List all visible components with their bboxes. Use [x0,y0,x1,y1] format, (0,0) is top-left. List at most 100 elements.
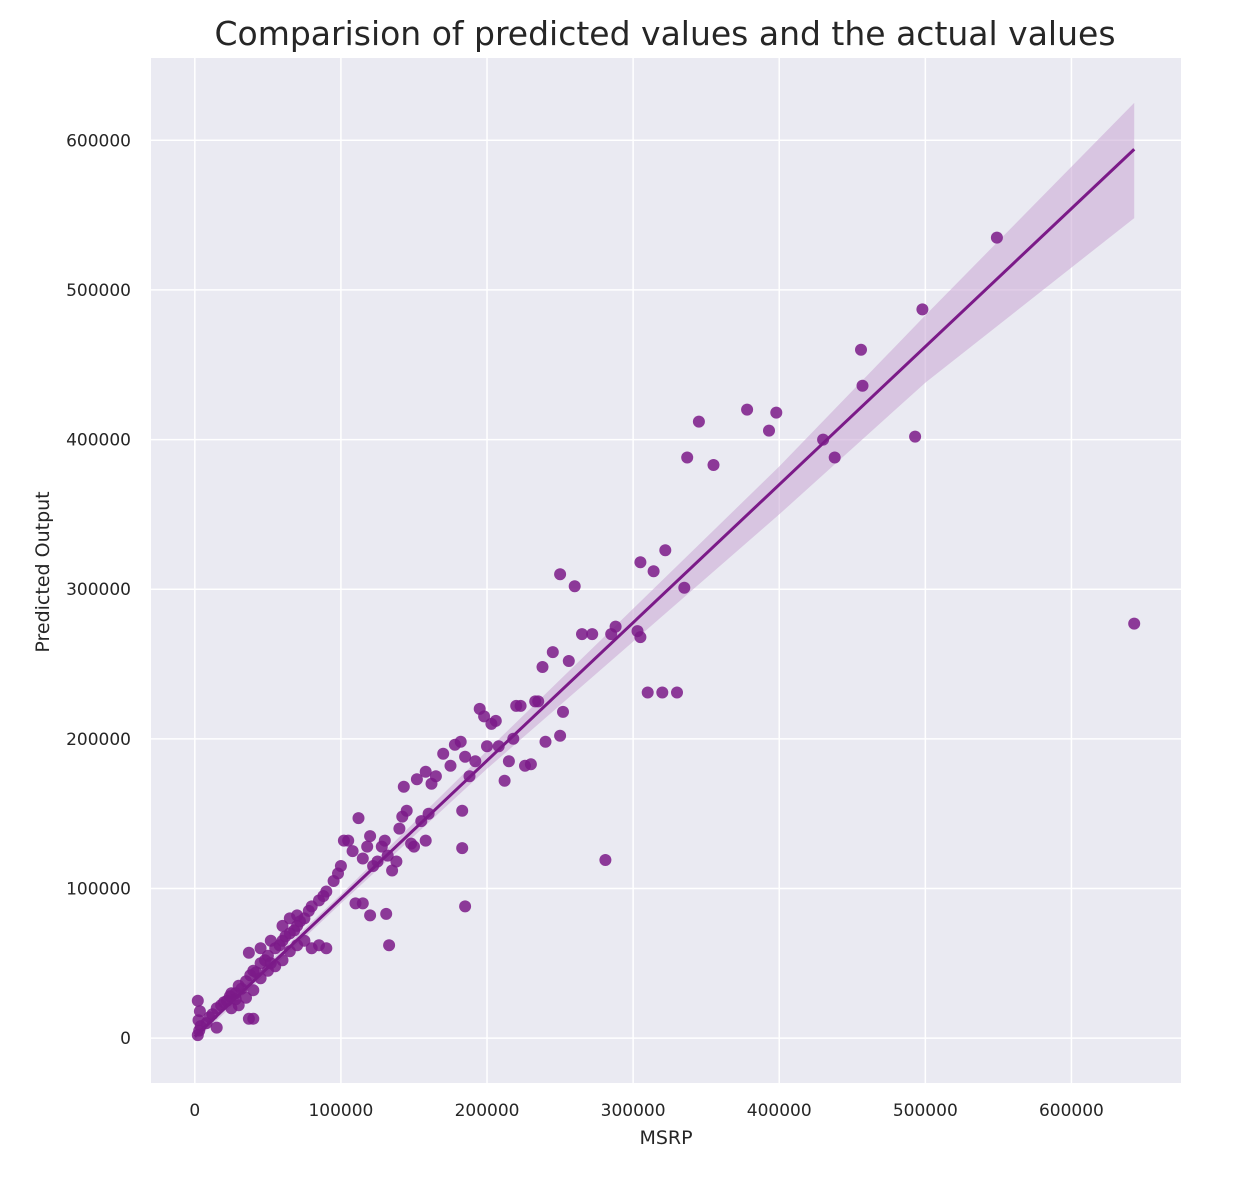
data-point [410,773,423,786]
data-point [390,855,403,868]
data-point [456,804,469,817]
regression-line-path [193,148,1136,1038]
data-point [656,686,669,699]
data-point [692,415,705,428]
y-tick-label: 600000 [66,131,131,151]
data-point [502,755,515,768]
data-point [429,770,442,783]
data-point [400,804,413,817]
data-point [240,991,252,1004]
data-point [191,994,204,1007]
data-point [356,897,369,910]
data-point [546,646,559,659]
x-tick-label: 400000 [747,1101,812,1121]
data-point [254,942,267,955]
data-point [397,780,410,793]
x-tick-label: 200000 [455,1101,520,1121]
data-point [408,840,420,853]
y-tick-label: 100000 [66,879,131,899]
data-point [659,544,672,557]
data-point [576,628,588,641]
data-point [671,686,683,699]
data-point [557,705,569,718]
data-point [342,834,355,847]
data-point [478,710,491,723]
x-tick-label: 300000 [601,1101,666,1121]
data-point [320,885,333,898]
chart-title: Comparision of predicted values and the … [214,14,1115,53]
data-point [264,934,277,947]
data-point [498,774,511,787]
data-point [678,581,691,594]
data-point [524,758,537,771]
x-tick-labels: 0 100000 200000 300000 400000 500000 600000 [189,1101,1103,1121]
data-point [444,759,457,772]
data-point [507,732,520,745]
data-point [770,406,783,419]
data-point [634,556,647,569]
data-point [371,855,384,868]
data-point [707,459,720,471]
data-point [459,900,472,913]
y-tick-label: 200000 [66,730,131,750]
regression-line [193,148,1136,1038]
data-point [386,864,399,877]
data-point [210,1021,223,1034]
x-tick-label: 100000 [308,1101,373,1121]
data-point [568,580,581,593]
data-point [247,1012,260,1025]
data-point [609,620,622,633]
data-point [647,565,660,578]
data-point [393,822,406,835]
data-point [346,845,359,858]
data-point [247,984,260,997]
data-point [291,909,304,922]
data-point [855,343,867,356]
data-point [352,812,365,825]
data-point [828,451,841,464]
data-point [514,699,527,712]
data-point [437,747,450,760]
data-point [383,939,396,952]
data-point [364,909,377,922]
x-tick-label: 0 [189,1101,200,1121]
data-point [990,231,1003,244]
data-point [599,854,612,866]
data-point [532,695,545,708]
data-point [554,568,567,581]
y-tick-label: 0 [120,1029,131,1049]
data-point [419,834,432,847]
data-point [481,740,493,753]
data-point [454,735,467,748]
data-point [554,729,567,742]
data-point [361,840,374,853]
data-point [539,735,552,748]
x-tick-label: 500000 [893,1101,958,1121]
data-point [562,655,575,667]
data-point [741,403,754,416]
data-point [634,631,647,644]
data-point [334,860,347,872]
data-point [378,834,391,847]
data-point [380,907,393,920]
data-point [763,424,775,437]
y-tick-labels: 0 100000 200000 300000 400000 500000 600000 [66,131,131,1049]
data-point [681,451,694,464]
data-point [276,919,289,932]
data-point [586,628,599,641]
data-point [459,750,472,763]
data-point [489,714,502,727]
x-axis-label: MSRP [639,1127,692,1149]
data-point [242,946,255,959]
data-point [356,852,369,865]
y-tick-label: 500000 [66,281,131,301]
y-tick-label: 400000 [66,431,131,451]
data-point [364,830,377,843]
data-point [492,740,505,753]
data-point [419,765,432,778]
data-point [641,686,654,699]
data-point [909,430,922,443]
x-tick-label: 600000 [1039,1101,1104,1121]
data-point [1128,617,1141,630]
